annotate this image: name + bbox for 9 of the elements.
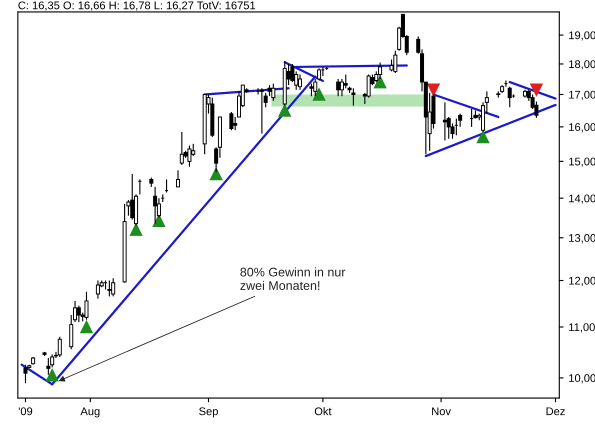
x-tick-label: Okt <box>314 407 332 416</box>
chart-title: C: 16,35 O: 16,66 H: 16,78 L: 16,27 TotV: 16751 <box>18 1 256 11</box>
x-tick-label: Nov <box>432 407 451 416</box>
y-tick-label: 11,00 <box>569 323 595 332</box>
x-tick-label: Dez <box>546 407 565 416</box>
x-tick-label: '09 <box>18 407 32 416</box>
x-tick-label: Sep <box>199 407 218 418</box>
annotation: 80% Gewinn in nur zwei Monaten! <box>240 267 346 290</box>
x-tick-label: Aug <box>80 407 100 418</box>
